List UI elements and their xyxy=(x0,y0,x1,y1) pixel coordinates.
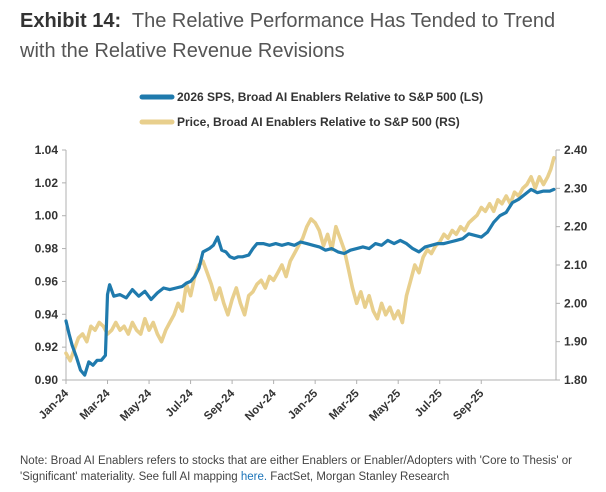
footnote-sources: FactSet, Morgan Stanley Research xyxy=(267,471,450,483)
exhibit-title: Exhibit 14: The Relative Performance Has… xyxy=(20,6,590,66)
left-tick-label: 0.90 xyxy=(35,373,59,387)
x-tick-label: May-24 xyxy=(118,387,154,423)
legend-label-1: 2026 SPS, Broad AI Enablers Relative to … xyxy=(177,90,483,104)
sps-series-line xyxy=(64,187,556,377)
left-tick-label: 0.94 xyxy=(35,307,59,321)
right-tick-label: 2.00 xyxy=(564,296,588,310)
footnote: Note: Broad AI Enablers refers to stocks… xyxy=(20,453,600,485)
right-tick-label: 2.30 xyxy=(564,181,588,195)
x-tick-label: Sep-24 xyxy=(202,387,238,423)
exhibit-title-text: The Relative Performance Has Tended to T… xyxy=(20,10,556,62)
left-tick-label: 0.98 xyxy=(35,242,59,256)
x-tick-label: Mar-25 xyxy=(327,387,362,422)
right-tick-label: 2.20 xyxy=(564,220,588,234)
left-tick-label: 1.00 xyxy=(35,209,59,223)
left-tick-label: 0.96 xyxy=(35,274,59,288)
x-tick-label: Mar-24 xyxy=(78,387,113,422)
right-tick-label: 1.90 xyxy=(564,335,588,349)
price-series-line xyxy=(64,155,556,363)
left-tick-label: 1.02 xyxy=(35,176,59,190)
x-tick-label: May-25 xyxy=(367,387,403,423)
x-tick-label: Jul-25 xyxy=(413,387,445,419)
right-tick-label: 1.80 xyxy=(564,373,588,387)
x-tick-label: Nov-24 xyxy=(243,387,279,423)
exhibit-number: Exhibit 14: xyxy=(20,10,122,32)
footnote-text: Note: Broad AI Enablers refers to stocks… xyxy=(20,455,572,483)
right-tick-label: 2.10 xyxy=(564,258,588,272)
right-tick-label: 2.40 xyxy=(564,143,588,157)
x-tick-label: Jan-24 xyxy=(37,387,72,422)
left-tick-label: 1.04 xyxy=(35,143,59,157)
x-tick-label: Jan-25 xyxy=(286,387,321,422)
legend-label-2: Price, Broad AI Enablers Relative to S&P… xyxy=(177,115,460,129)
left-tick-label: 0.92 xyxy=(35,340,59,354)
ai-mapping-link[interactable]: here. xyxy=(240,471,268,483)
x-tick-label: Jul-24 xyxy=(164,387,196,419)
x-tick-label: Sep-25 xyxy=(451,387,487,423)
